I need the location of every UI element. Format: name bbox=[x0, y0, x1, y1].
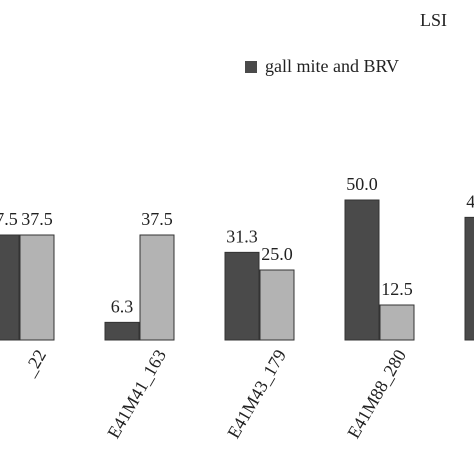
value-label: 43.8 bbox=[466, 191, 474, 211]
x-tick-label: E41M88_280 bbox=[343, 346, 410, 442]
bar bbox=[464, 216, 474, 341]
x-tick-label: _22 bbox=[19, 346, 50, 380]
bar bbox=[104, 321, 140, 341]
x-tick-label: E41M41_163 bbox=[103, 346, 170, 442]
value-label: 50.0 bbox=[346, 174, 378, 194]
legend-title: LSI bbox=[420, 10, 447, 30]
legend-swatch bbox=[245, 61, 257, 73]
value-label: 37.5 bbox=[141, 209, 173, 229]
value-label: 12.5 bbox=[381, 279, 413, 299]
bar bbox=[379, 304, 415, 341]
value-label: 37.5 bbox=[0, 209, 18, 229]
value-label: 31.3 bbox=[226, 226, 258, 246]
legend-label: gall mite and BRV bbox=[265, 56, 399, 76]
bar bbox=[19, 234, 55, 341]
bar bbox=[0, 234, 20, 341]
value-label: 6.3 bbox=[111, 296, 134, 316]
bar bbox=[224, 251, 260, 341]
x-tick-label: E41M43_179 bbox=[223, 346, 290, 442]
bar bbox=[139, 234, 175, 341]
bar bbox=[259, 269, 295, 341]
value-label: 25.0 bbox=[261, 244, 293, 264]
bar bbox=[344, 199, 380, 341]
value-label: 37.5 bbox=[21, 209, 53, 229]
